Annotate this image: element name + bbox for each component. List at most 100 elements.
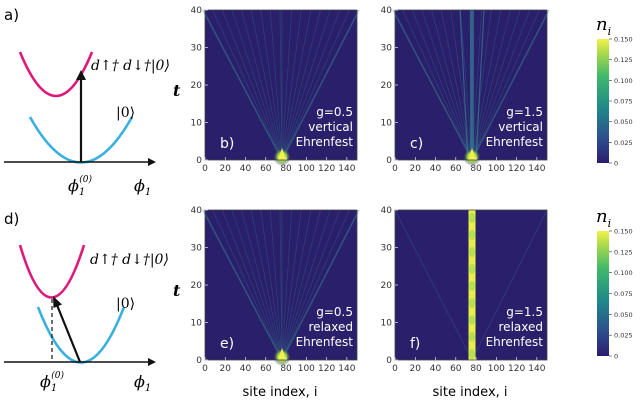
y-tick-label: 20 <box>191 281 203 291</box>
x-tick-label: 80 <box>470 364 482 374</box>
heatmap-panel-e: 0 20 40 60 80 100 120 140 0 10 20 30 40 e) g=0.5relaxe… <box>191 206 360 374</box>
ground-state-curve-d <box>36 306 126 364</box>
source-peak <box>468 148 477 160</box>
x-tick-label: 140 <box>528 164 545 174</box>
density-oscillation <box>468 213 476 223</box>
y-tick-label: 40 <box>191 6 203 16</box>
colorbar-tick-label: 0.050 <box>614 311 633 319</box>
heatmap-background <box>205 210 357 360</box>
coupling-label: g=1.5 <box>506 105 543 119</box>
cone-ray <box>281 9 293 161</box>
panel-label-a: a) <box>4 6 19 24</box>
y-axis-label-top: t <box>173 81 181 100</box>
x-tick-label: 40 <box>430 364 442 374</box>
colorbar-bottom: ni 0.150 0.125 0.100 0.075 0.050 0.025 0 <box>596 206 633 361</box>
x-tick-label: 80 <box>280 364 292 374</box>
source-peak <box>278 348 287 360</box>
colorbar-gradient-bottom <box>597 231 609 356</box>
mode-label: relaxed <box>499 320 543 334</box>
cone-ray <box>212 209 283 361</box>
x-tick-label: 80 <box>280 164 292 174</box>
y-tick-label: 0 <box>386 356 392 366</box>
x-tick-label: 0 <box>392 364 398 374</box>
cone-ray <box>281 9 341 161</box>
cone-ray <box>269 9 283 161</box>
x-tick-label: 20 <box>410 364 422 374</box>
cone-ray <box>221 209 283 361</box>
colorbar-tick-label: 0 <box>614 353 618 361</box>
y-tick-label: 40 <box>381 206 393 216</box>
cone-ray <box>459 9 473 161</box>
colorbar-tick-label: 0.050 <box>614 118 633 126</box>
cone-ray <box>281 9 360 161</box>
cone-ray <box>281 209 321 361</box>
y-axis-label-bottom: t <box>173 281 181 300</box>
colorbar-tick-label: 0.075 <box>614 290 633 298</box>
cone-ray <box>221 9 283 161</box>
density-oscillation <box>468 315 476 325</box>
x-tick-label: 40 <box>240 364 252 374</box>
y-tick-label: 30 <box>381 44 393 54</box>
y-tick-label: 20 <box>381 281 393 291</box>
panel-label: e) <box>220 336 234 352</box>
cone-ray <box>281 209 341 361</box>
y-tick-label: 10 <box>381 319 393 329</box>
excited-state-label-d: d↑† d↓†|0⟩ <box>90 252 169 268</box>
coupling-label: g=0.5 <box>316 105 353 119</box>
colorbar-gradient-top <box>597 39 609 163</box>
panel-label: b) <box>220 136 234 152</box>
cone-ray <box>279 9 283 161</box>
arrow-head-icon <box>53 296 62 308</box>
cone-ray <box>202 9 283 161</box>
source-peak <box>278 148 287 160</box>
y-tick-label: 0 <box>196 356 202 366</box>
ground-state-label-d: |0⟩ <box>116 296 135 312</box>
cone-ray <box>281 9 331 161</box>
cone-ray <box>411 9 473 161</box>
heatmap-panel-c: 0 20 40 60 80 100 120 140 0 10 20 30 40 c) g=1.5vertic… <box>381 6 550 174</box>
y-tick-label: 30 <box>191 44 203 54</box>
colorbar-tick-label: 0.100 <box>614 269 633 277</box>
cone-ray <box>431 9 473 161</box>
x-tick-label: 140 <box>338 164 355 174</box>
colorbar-tick-label: 0 <box>614 160 618 168</box>
density-oscillation <box>468 349 476 359</box>
colorbar-tick-label: 0.025 <box>614 139 633 147</box>
cone-ray <box>269 209 283 361</box>
faint-cone-ray <box>394 209 473 361</box>
cone-ray <box>281 209 312 361</box>
x-tick-label: 100 <box>298 164 315 174</box>
coupling-label: g=1.5 <box>506 305 543 319</box>
arrow-head-icon <box>76 70 86 80</box>
cone-ray <box>241 209 283 361</box>
cone-ray <box>471 9 511 161</box>
cone-ray <box>402 9 473 161</box>
colorbar-tick-label: 0.125 <box>614 248 633 256</box>
schematic-a: a) d↑† d↓†|0⟩ |0⟩ ϕ1(0) ϕ1 <box>4 6 170 198</box>
cone-ray <box>392 9 473 161</box>
cone-ray <box>471 9 531 161</box>
phi-equilibrium-tick-d: ϕ1(0) <box>40 370 65 394</box>
cone-ray <box>281 9 302 161</box>
colorbar-top: ni 0.150 0.125 0.100 0.075 0.050 0.025 0 <box>596 14 633 168</box>
x-axis-label-right: site index, i <box>432 385 507 400</box>
panel-label: f) <box>410 336 420 352</box>
cone-ray <box>212 9 283 161</box>
x-tick-label: 60 <box>260 364 272 374</box>
cone-ray <box>281 209 350 361</box>
y-tick-label: 20 <box>191 81 203 91</box>
x-tick-label: 100 <box>488 164 505 174</box>
heatmap-background <box>205 10 357 160</box>
cone-ray <box>279 209 283 361</box>
panel-label-d: d) <box>4 210 19 228</box>
cone-ray <box>281 9 321 161</box>
cone-ray <box>231 209 283 361</box>
y-tick-label: 20 <box>381 81 393 91</box>
cone-ray <box>260 209 283 361</box>
heatmap-panel-b: 0 20 40 60 80 100 120 140 0 10 20 30 40 b) g=0.5vertic… <box>191 6 360 174</box>
density-oscillation <box>468 247 476 257</box>
x-tick-label: 140 <box>528 364 545 374</box>
mode-label: relaxed <box>309 320 353 334</box>
phi-equilibrium-tick-a: ϕ1(0) <box>68 174 93 198</box>
